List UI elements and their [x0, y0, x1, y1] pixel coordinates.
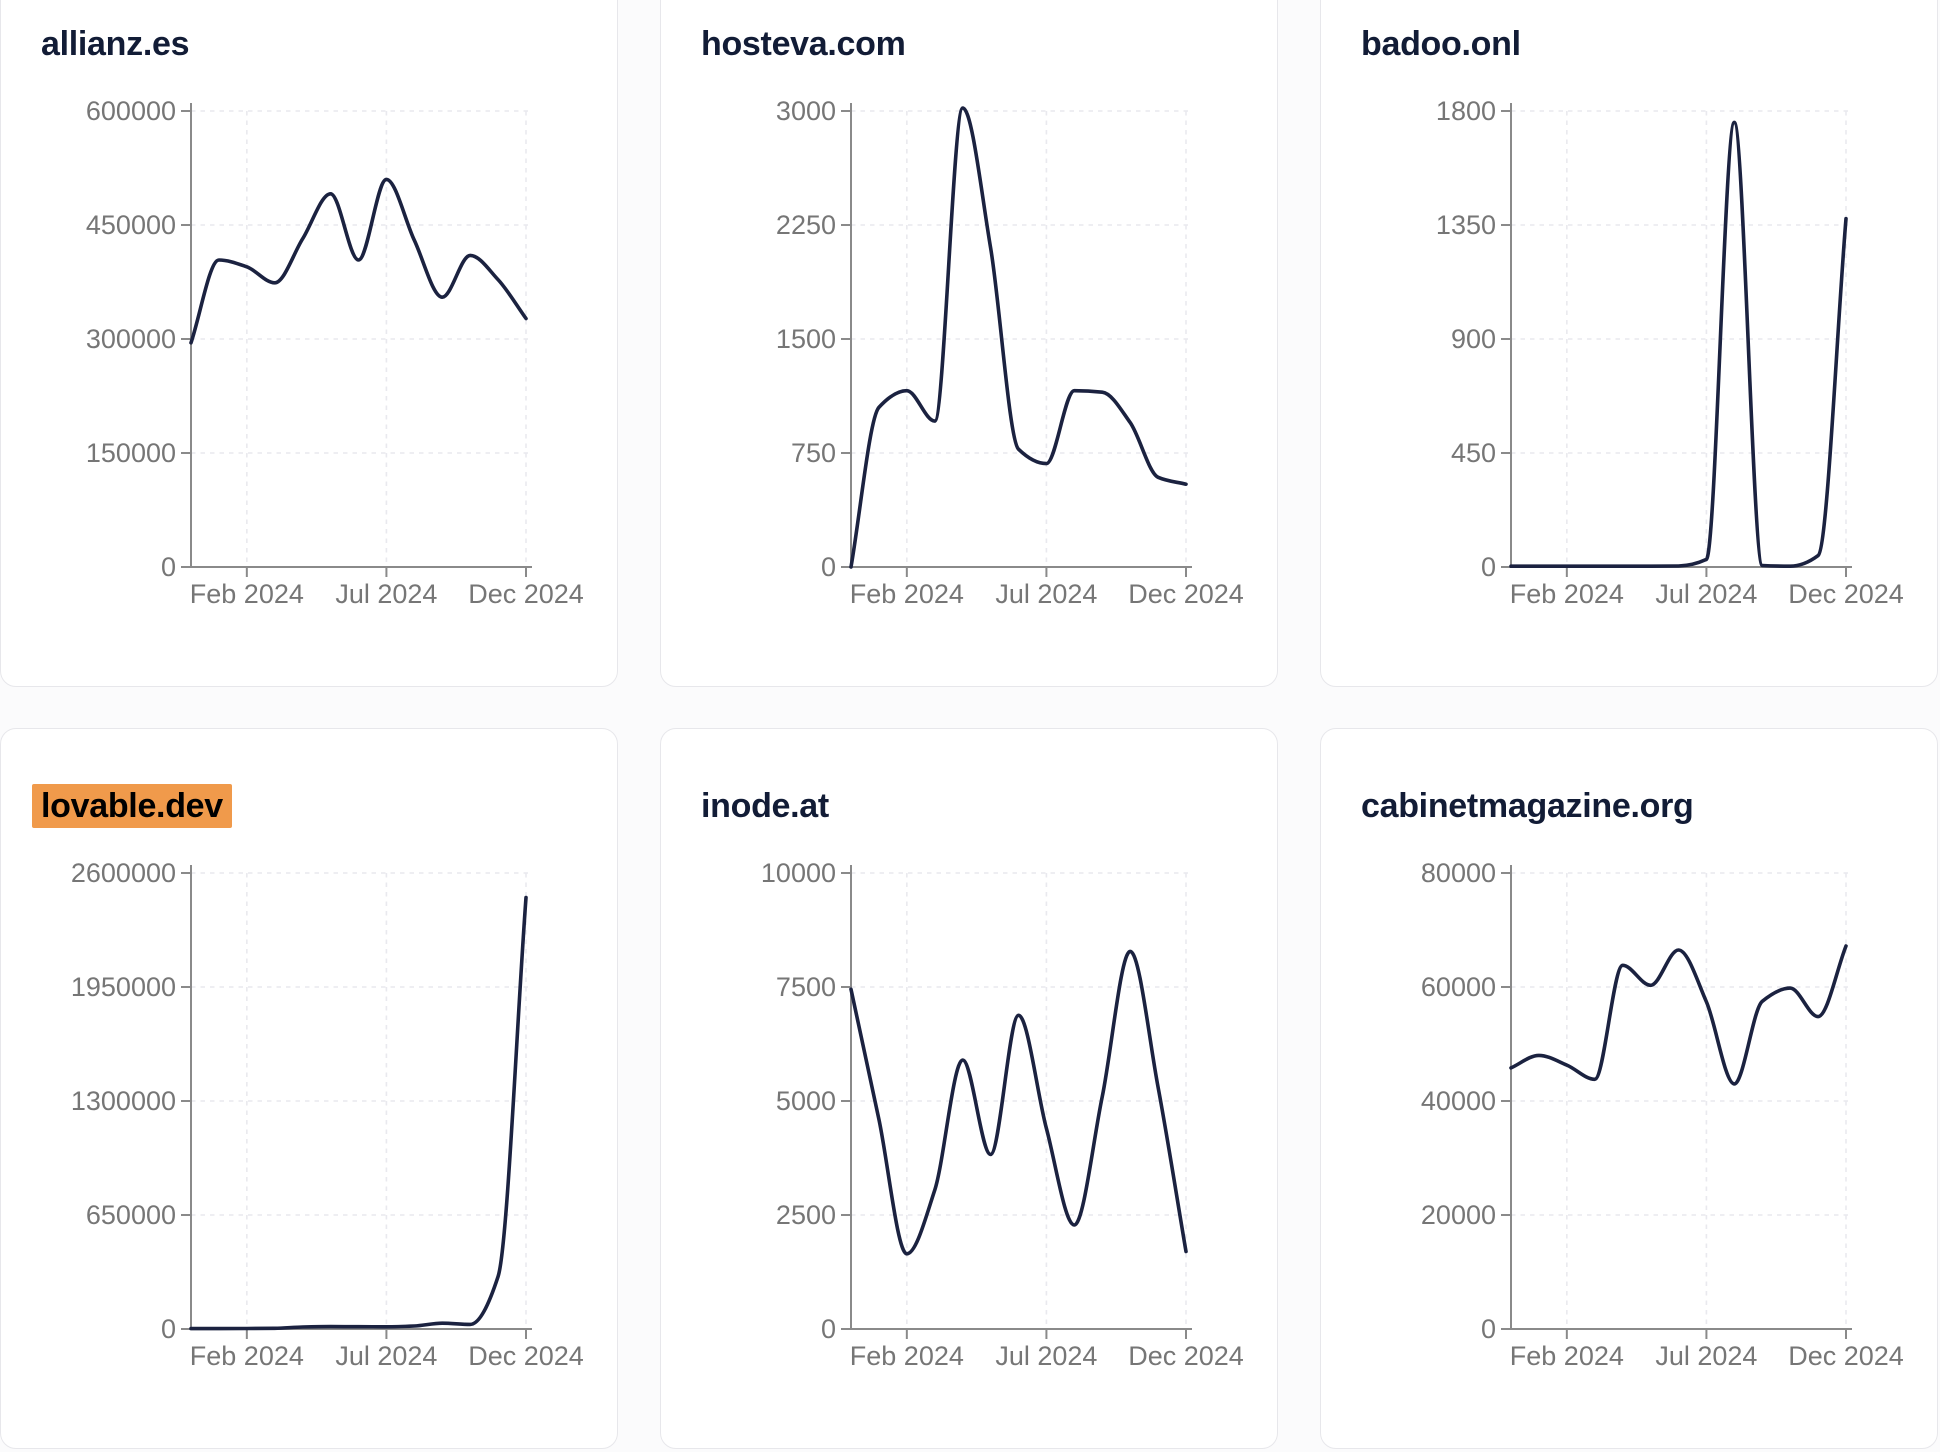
x-tick-label: Dec 2024 [468, 579, 584, 609]
line-chart: 1800 1350 900 450 0 Feb 2024 Jul 2024 Dec 2024 [1436, 96, 1904, 609]
chart-card: badoo.onl 1800 1350 900 450 0 Feb 2024 Jul 202… [1320, 0, 1938, 687]
x-tick-label: Feb 2024 [850, 1341, 964, 1371]
domain-title-text: badoo.onl [1361, 25, 1521, 63]
y-tick-label: 5000 [776, 1086, 836, 1116]
x-tick-label: Jul 2024 [335, 579, 437, 609]
y-tick-label: 0 [161, 552, 176, 582]
chart-card: hosteva.com 3000 2250 1500 750 0 Feb 2024 Jul … [660, 0, 1278, 687]
y-tick-label: 1800 [1436, 96, 1496, 126]
y-tick-label: 450 [1451, 438, 1496, 468]
y-tick-label: 2500 [776, 1200, 836, 1230]
x-tick-label: Feb 2024 [1510, 1341, 1624, 1371]
line-chart: 10000 7500 5000 2500 0 Feb 2024 Jul 2024 Dec 20… [761, 858, 1244, 1371]
x-tick-label: Dec 2024 [1128, 1341, 1244, 1371]
y-tick-label: 150000 [86, 438, 176, 468]
y-tick-label: 0 [821, 1314, 836, 1344]
x-tick-label: Dec 2024 [1788, 1341, 1904, 1371]
x-tick-label: Feb 2024 [190, 1341, 304, 1371]
domain-title[interactable]: inode.at [701, 787, 829, 826]
y-tick-label: 600000 [86, 96, 176, 126]
y-tick-label: 20000 [1421, 1200, 1496, 1230]
x-tick-label: Feb 2024 [850, 579, 964, 609]
domain-title-text: cabinetmagazine.org [1361, 787, 1694, 825]
domain-title-text: lovable.dev [32, 784, 232, 828]
y-tick-label: 0 [821, 552, 836, 582]
domain-title[interactable]: cabinetmagazine.org [1361, 787, 1694, 826]
x-tick-label: Dec 2024 [1788, 579, 1904, 609]
series-line [1509, 120, 1848, 568]
domain-title[interactable]: lovable.dev [32, 784, 232, 828]
series-line [1509, 944, 1848, 1086]
series-line [849, 949, 1188, 1256]
y-tick-label: 0 [1481, 552, 1496, 582]
y-tick-label: 10000 [761, 858, 836, 888]
y-tick-label: 450000 [86, 210, 176, 240]
line-chart: 3000 2250 1500 750 0 Feb 2024 Jul 2024 Dec 2024 [776, 96, 1244, 609]
x-tick-label: Dec 2024 [1128, 579, 1244, 609]
domain-title[interactable]: badoo.onl [1361, 25, 1521, 64]
chart-card: inode.at 10000 7500 5000 2500 0 Feb 2024 Jul 2… [660, 728, 1278, 1449]
domain-title-text: inode.at [701, 787, 829, 825]
x-tick-label: Jul 2024 [335, 1341, 437, 1371]
x-tick-label: Jul 2024 [1655, 1341, 1757, 1371]
line-chart: 2600000 1950000 1300000 650000 0 Feb 2024 Jul … [71, 858, 584, 1371]
domain-title-text: hosteva.com [701, 25, 906, 63]
y-tick-label: 3000 [776, 96, 836, 126]
x-tick-label: Feb 2024 [1510, 579, 1624, 609]
domain-title[interactable]: allianz.es [41, 25, 190, 64]
y-tick-label: 300000 [86, 324, 176, 354]
x-tick-label: Jul 2024 [995, 579, 1097, 609]
x-tick-label: Jul 2024 [995, 1341, 1097, 1371]
y-tick-label: 0 [1481, 1314, 1496, 1344]
x-tick-label: Dec 2024 [468, 1341, 584, 1371]
y-tick-label: 1500 [776, 324, 836, 354]
y-tick-label: 80000 [1421, 858, 1496, 888]
y-tick-label: 900 [1451, 324, 1496, 354]
y-tick-label: 60000 [1421, 972, 1496, 1002]
y-tick-label: 2250 [776, 210, 836, 240]
y-tick-label: 7500 [776, 972, 836, 1002]
chart-card: cabinetmagazine.org 80000 60000 40000 20000… [1320, 728, 1938, 1449]
chart-card: lovable.dev 2600000 1950000 1300000 650000 0… [0, 728, 618, 1449]
domain-title-text: allianz.es [41, 25, 190, 63]
series-line [189, 895, 528, 1331]
y-tick-label: 1950000 [71, 972, 176, 1002]
line-chart: 80000 60000 40000 20000 0 Feb 2024 Jul 2024 Dec… [1421, 858, 1904, 1371]
y-tick-label: 1350 [1436, 210, 1496, 240]
x-tick-label: Jul 2024 [1655, 579, 1757, 609]
y-tick-label: 1300000 [71, 1086, 176, 1116]
y-tick-label: 40000 [1421, 1086, 1496, 1116]
y-tick-label: 2600000 [71, 858, 176, 888]
line-chart: 600000 450000 300000 150000 0 Feb 2024 Jul 202… [86, 96, 584, 609]
x-tick-label: Feb 2024 [190, 579, 304, 609]
y-tick-label: 650000 [86, 1200, 176, 1230]
series-line [189, 177, 528, 345]
y-tick-label: 750 [791, 438, 836, 468]
chart-card: allianz.es 600000 450000 300000 150000 0 Feb … [0, 0, 618, 687]
series-line [849, 106, 1188, 569]
y-tick-label: 0 [161, 1314, 176, 1344]
domain-title[interactable]: hosteva.com [701, 25, 906, 64]
